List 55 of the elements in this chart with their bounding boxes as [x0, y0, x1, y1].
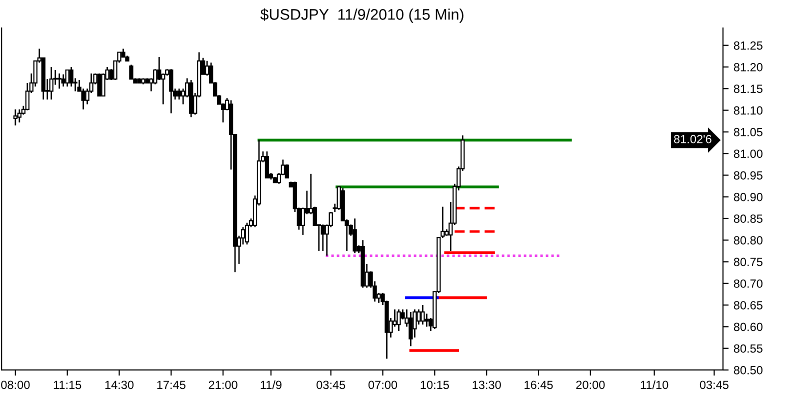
y-tick-label: 81.20: [734, 63, 762, 72]
chart-title: $USDJPY 11/9/2010 (15 Min): [260, 8, 464, 23]
candlestick: [169, 68, 174, 114]
candlestick: [13, 108, 18, 126]
candlestick: [264, 150, 270, 178]
x-tick-label: 11:15: [54, 380, 82, 390]
y-tick-label: 80.95: [734, 171, 762, 180]
y-tick-label: 80.55: [734, 344, 762, 353]
candlestick: [244, 222, 250, 246]
candlestick: [81, 88, 86, 110]
y-tick-label: 80.65: [734, 301, 762, 310]
y-tick-label: 81.00: [734, 150, 762, 158]
x-tick-label: 13:30: [472, 380, 501, 390]
candlestick: [416, 308, 421, 326]
y-tick-label: 80.60: [734, 322, 762, 332]
candlestick: [320, 224, 325, 252]
candlestick: [65, 69, 70, 88]
y-tick-label: 80.90: [734, 192, 762, 202]
y-tick-label: 80.85: [734, 214, 762, 223]
y-tick-label: 81.05: [734, 128, 762, 136]
x-tick-label: 20:00: [576, 380, 605, 390]
y-tick-label: 80.80: [734, 236, 762, 245]
candlestick: [284, 164, 290, 178]
x-tick-label: 03:45: [700, 380, 728, 390]
candlestick: [177, 88, 182, 100]
candlestick: [17, 108, 22, 124]
x-tick-label: 11/10: [640, 380, 668, 390]
candlestick: [424, 313, 429, 328]
y-tick-label: 81.25: [734, 41, 762, 50]
candlestick: [408, 311, 413, 347]
y-tick-label: 81.10: [734, 106, 762, 115]
x-tick-label: 03:45: [316, 380, 346, 390]
candlestick: [161, 72, 166, 105]
candlestick: [57, 72, 62, 90]
y-tick-label: 80.50: [734, 366, 762, 374]
y-tick-label: 80.70: [734, 279, 762, 288]
x-tick-label: 10:15: [420, 380, 449, 390]
x-tick-label: 21:00: [208, 380, 238, 390]
candlestick: [129, 64, 134, 80]
candlestick: [61, 74, 66, 88]
y-tick-label: 81.15: [734, 84, 762, 94]
x-tick-label: 08:00: [1, 380, 30, 390]
candlestick: [420, 304, 425, 326]
candlestick: [396, 308, 401, 332]
candlestick: [49, 66, 54, 100]
y-tick-label: 80.75: [734, 258, 762, 266]
candlestick: [97, 72, 102, 97]
annotation: 81.02'6: [674, 134, 712, 144]
candlestick: [69, 66, 74, 88]
x-tick-label: 11/9: [260, 380, 282, 390]
x-tick-label: 17:45: [157, 380, 186, 390]
x-tick-label: 14:30: [105, 380, 134, 390]
x-tick-label: 16:45: [524, 380, 553, 390]
candlestick: [352, 218, 357, 254]
x-tick-label: 07:00: [368, 380, 398, 390]
